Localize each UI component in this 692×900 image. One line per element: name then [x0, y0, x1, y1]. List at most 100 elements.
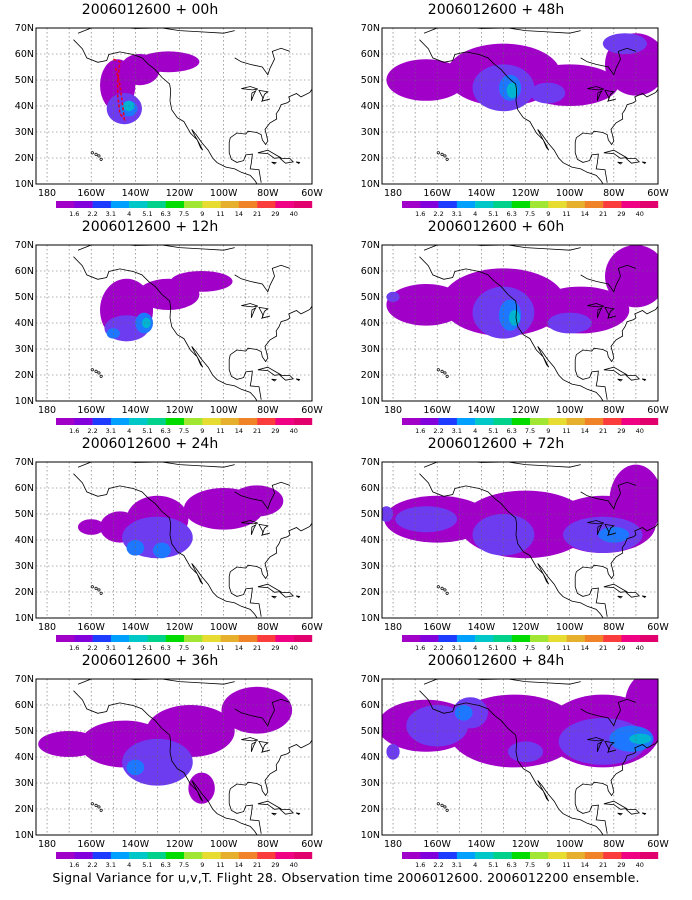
caribbean-island — [641, 812, 647, 816]
variance-shading — [38, 686, 293, 804]
colorbar-label: 7.5 — [525, 644, 535, 652]
hawaii-island — [90, 802, 94, 806]
variance-shading — [386, 245, 658, 339]
map-panel: 2006012600 + 36h 180 160W 140W 120W 100W 80W 60… — [0, 651, 324, 869]
colorbar-label: 9 — [546, 210, 550, 218]
hudson-bay-coastline — [234, 698, 291, 727]
great-lake-outline — [596, 89, 603, 101]
colorbar-swatch — [293, 635, 313, 642]
colorbar-label: 1.6 — [415, 427, 425, 435]
hawaii-island — [440, 803, 444, 807]
colorbar-swatch — [603, 201, 622, 208]
lon-tick-label: 160W — [423, 622, 451, 633]
colorbar-swatch — [511, 201, 531, 208]
colorbar-label: 3.1 — [452, 861, 462, 869]
colorbar-label: 11 — [562, 861, 570, 869]
great-lake-outline — [250, 523, 257, 535]
coastlines — [419, 679, 658, 835]
colorbar-swatch — [475, 635, 494, 642]
colorbar-label: 2.2 — [87, 644, 97, 652]
hawaii-island — [94, 803, 98, 807]
plot-frame — [381, 678, 659, 836]
colorbar-swatch — [293, 201, 313, 208]
caribbean-island — [641, 378, 647, 382]
colorbar-swatch — [420, 635, 439, 642]
panel-title: 2006012600 + 00h — [81, 2, 219, 18]
colorbar-swatch — [56, 852, 75, 859]
colorbar-label: 11 — [562, 644, 570, 652]
colorbar-label: 6.3 — [507, 427, 517, 435]
colorbar-swatch — [584, 852, 604, 859]
map-plot: 180 160W 140W 120W 100W 80W 60W 70N 60N 50N 40N 30N… — [15, 674, 324, 869]
colorbar-label: 14 — [581, 644, 589, 652]
panel-title: 2006012600 + 72h — [427, 436, 565, 452]
lon-tick-label: 120W — [166, 188, 194, 199]
caribbean-island — [625, 158, 641, 164]
colorbar-swatch — [74, 418, 93, 425]
pacific-coastline — [419, 256, 604, 401]
lon-tick-label: 120W — [166, 405, 194, 416]
lon-tick-label: 160W — [77, 839, 105, 850]
coastlines — [73, 679, 312, 835]
lat-tick-label: 70N — [361, 240, 380, 251]
map-panel: 2006012600 + 12h 180 160W 140W 120W 100W 80W 60… — [0, 217, 324, 435]
colorbar-swatch — [257, 418, 276, 425]
lon-tick-label: 100W — [556, 405, 584, 416]
map-plot: 180 160W 140W 120W 100W 80W 60W 70N 60N 50N 40N 30N… — [361, 674, 670, 869]
colorbar-label: 4 — [127, 210, 131, 218]
colorbar-label: 14 — [235, 644, 243, 652]
colorbar-label: 7.5 — [525, 427, 535, 435]
lat-tick-label: 70N — [15, 23, 34, 34]
shading-blob — [126, 540, 145, 556]
colorbar-swatch — [584, 201, 604, 208]
colorbar-swatch — [220, 852, 240, 859]
lon-tick-label: 180 — [384, 405, 402, 416]
colorbar-label: 21 — [253, 427, 261, 435]
colorbar-swatch — [511, 418, 531, 425]
lon-tick-label: 60W — [647, 839, 669, 850]
panel-title: 2006012600 + 60h — [427, 219, 565, 235]
colorbar-swatch — [220, 635, 240, 642]
colorbar-swatch — [639, 852, 659, 859]
hawaii-island — [94, 586, 98, 590]
atlantic-coastline — [228, 739, 312, 834]
hawaii-island — [97, 371, 101, 375]
caribbean-island — [279, 158, 295, 164]
colorbar-label: 4 — [473, 644, 477, 652]
great-lake-outline — [604, 306, 615, 318]
colorbar-label: 11 — [562, 210, 570, 218]
colorbar-label: 2.2 — [433, 210, 443, 218]
lat-tick-label: 60N — [361, 49, 380, 60]
map-panel: 2006012600 + 48h 180 160W 140W 120W 100W 80W 60… — [346, 0, 670, 218]
lon-tick-label: 60W — [301, 188, 323, 199]
colorbar-label: 5.1 — [488, 861, 498, 869]
colorbar-label: 7.5 — [179, 427, 189, 435]
colorbar-label: 5.1 — [142, 644, 152, 652]
colorbar-swatch — [548, 635, 567, 642]
colorbar-swatch — [493, 635, 512, 642]
lon-tick-label: 100W — [556, 622, 584, 633]
great-lake-outline — [241, 86, 259, 91]
colorbar-swatch — [147, 418, 166, 425]
caribbean-island — [603, 366, 628, 376]
great-lake-outline — [587, 737, 605, 742]
colorbar-swatch — [220, 201, 240, 208]
colorbar-swatch — [584, 635, 604, 642]
colorbar-label: 11 — [562, 427, 570, 435]
lon-tick-label: 180 — [38, 839, 56, 850]
arctic-coastline — [77, 462, 235, 468]
lat-tick-label: 40N — [15, 101, 34, 112]
colorbar-label: 2.2 — [87, 427, 97, 435]
lon-tick-label: 140W — [122, 839, 150, 850]
caribbean-island — [625, 375, 641, 381]
colorbar-label: 9 — [200, 210, 204, 218]
hawaii-island — [440, 369, 444, 373]
caribbean-island — [295, 161, 301, 165]
map-plot: 180 160W 140W 120W 100W 80W 60W 70N 60N 50N 40N 30N… — [15, 23, 324, 218]
colorbar-swatch — [238, 418, 258, 425]
lon-tick-label: 80W — [603, 188, 625, 199]
colorbar-swatch — [202, 635, 221, 642]
colorbar-swatch — [530, 852, 549, 859]
colorbar-label: 29 — [271, 427, 279, 435]
shading-blob — [230, 485, 284, 517]
